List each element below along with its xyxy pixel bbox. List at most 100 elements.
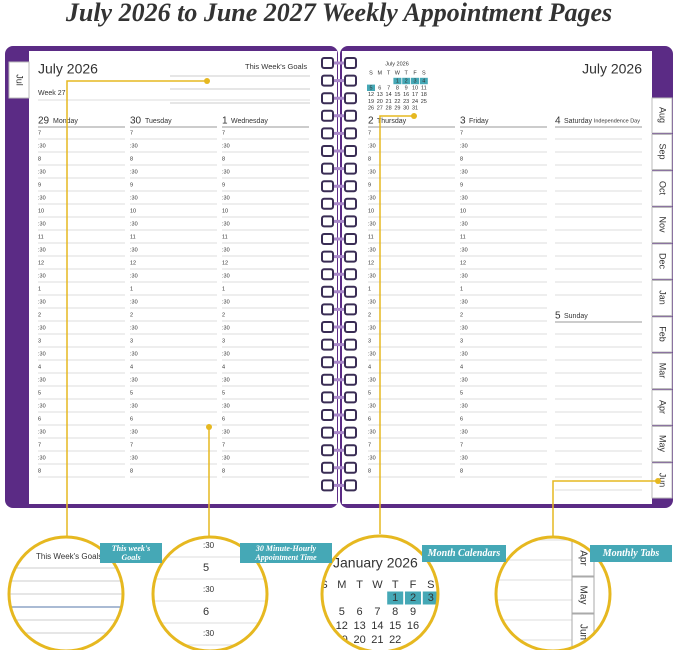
spiral-ring (344, 285, 357, 298)
time-label: :30 (222, 403, 230, 409)
feature-banner-text: Month Calendars (427, 548, 501, 559)
spiral-ring (344, 444, 357, 457)
time-label: 7 (460, 442, 463, 448)
time-label: 11 (130, 234, 136, 240)
tab-label: Sep (658, 143, 668, 159)
zoom-cal-weekday: S (427, 579, 434, 591)
goals-label: This Week's Goals (245, 62, 307, 71)
zoom-circle (320, 534, 440, 650)
day-date: 2 (368, 116, 374, 127)
zoom-tab-label: Jun (577, 624, 588, 640)
time-label: :30 (222, 377, 230, 383)
zoom-time: 5 (203, 562, 209, 574)
time-label: :30 (368, 195, 376, 201)
mini-cal-highlight (393, 77, 402, 85)
time-label: :30 (368, 247, 376, 253)
spiral-ring (321, 285, 334, 298)
spiral-ring (321, 479, 334, 492)
time-label: 2 (460, 312, 463, 318)
zoom-circle (7, 535, 125, 650)
tab-label: Mar (658, 363, 668, 379)
time-label: :30 (130, 429, 138, 435)
spiral-ring (344, 233, 357, 245)
spiral-ring (321, 250, 334, 263)
time-label: :30 (130, 325, 138, 331)
mini-cal-day: 19 (368, 99, 374, 105)
mini-cal-day: 30 (403, 106, 409, 112)
mini-cal-day: 1 (396, 78, 399, 84)
time-label: 2 (130, 312, 133, 318)
mini-cal-day: 6 (378, 85, 381, 91)
zoom-cal-day: 21 (371, 634, 383, 646)
zoom-cal-day: 6 (357, 606, 363, 618)
spiral-ring (321, 162, 334, 175)
time-label: :30 (368, 351, 376, 357)
time-label: 5 (130, 390, 133, 396)
time-label: 7 (130, 442, 133, 448)
zoom-time: 6 (203, 606, 209, 618)
headline: July 2026 to June 2027 Weekly Appointmen… (65, 0, 612, 27)
mini-cal-weekday: W (395, 70, 401, 76)
time-label: :30 (460, 169, 468, 175)
time-label: :30 (368, 221, 376, 227)
month-tab (651, 280, 673, 316)
month-tab (651, 134, 673, 170)
tab-label: Aug (658, 107, 668, 123)
spiral-ring (321, 444, 334, 457)
time-label: :30 (130, 273, 138, 279)
time-label: 1 (222, 286, 225, 292)
mini-cal-day: 20 (377, 99, 383, 105)
mini-cal-day: 7 (387, 85, 390, 91)
time-label: :30 (222, 221, 230, 227)
time-label: 9 (368, 182, 371, 188)
mini-cal-day: 3 (413, 78, 416, 84)
spiral-ring (321, 233, 334, 245)
spiral-ring (321, 356, 334, 369)
time-label: :30 (38, 299, 46, 305)
time-label: 8 (460, 468, 463, 474)
day-date: 4 (555, 116, 561, 127)
time-label: :30 (130, 143, 138, 149)
zoom-cal-weekday: F (410, 579, 417, 591)
time-label: :30 (460, 377, 468, 383)
time-label: :30 (38, 351, 46, 357)
time-label: 9 (222, 182, 225, 188)
zoom-cal-month: January 2026 (333, 555, 418, 571)
zoom-cal-day: 13 (353, 620, 365, 632)
zoom-cal-highlight (422, 591, 438, 605)
leader-dot (204, 78, 210, 84)
time-label: 3 (222, 338, 225, 344)
zoom-circle-bg (322, 536, 438, 650)
spiral-ring (344, 321, 357, 333)
time-label: 8 (460, 156, 463, 162)
day-name: Saturday (564, 118, 593, 125)
month-heading: July 2026 (38, 61, 98, 77)
time-label: :30 (460, 299, 468, 305)
time-label: 4 (368, 364, 371, 370)
time-label: :30 (222, 143, 230, 149)
time-label: :30 (38, 247, 46, 253)
time-label: 4 (130, 364, 133, 370)
zoom-cal-weekday: T (356, 579, 363, 591)
time-label: :30 (222, 273, 230, 279)
time-label: 1 (460, 286, 463, 292)
time-label: 7 (368, 130, 371, 136)
week-label: Week 27 (38, 90, 66, 97)
time-label: 6 (368, 416, 371, 422)
time-label: 1 (38, 286, 41, 292)
spiral-ring (321, 391, 334, 404)
spiral-ring (344, 461, 357, 474)
time-label: 11 (368, 234, 374, 240)
zoom-cal-day: 22 (389, 634, 401, 646)
time-label: 7 (222, 130, 225, 136)
mini-cal-day: 10 (412, 85, 418, 91)
zoom-content: This Week's Goals (9, 552, 123, 634)
time-label: :30 (368, 377, 376, 383)
mini-cal-weekday: M (378, 70, 383, 76)
time-label: 6 (38, 416, 41, 422)
zoom-tab (571, 576, 595, 614)
time-label: :30 (460, 455, 468, 461)
spiral-ring (321, 57, 334, 69)
spiral-ring (344, 162, 357, 175)
